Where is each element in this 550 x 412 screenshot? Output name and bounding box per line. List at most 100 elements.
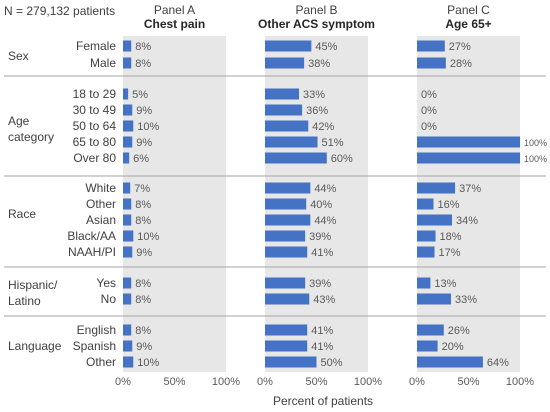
category-label: Spanish <box>73 339 116 353</box>
group-labels: Sex Age category Race Hispanic/Latino Languag… <box>8 49 62 353</box>
x-axis-label: Percent of patients <box>273 394 373 408</box>
data-label: 8% <box>135 215 151 227</box>
data-label: 45% <box>315 41 337 53</box>
bar <box>265 230 306 242</box>
x-tick-label: 0% <box>257 376 273 388</box>
data-label: 9% <box>136 137 152 149</box>
data-label: 9% <box>136 341 152 353</box>
bar <box>417 136 520 148</box>
data-label: 33% <box>303 89 325 101</box>
bar <box>123 57 132 69</box>
bar <box>123 230 134 242</box>
data-label: 28% <box>450 58 472 70</box>
bar <box>123 246 133 258</box>
data-label: 44% <box>314 215 336 227</box>
data-label: 40% <box>310 199 332 211</box>
data-label: 8% <box>135 41 151 53</box>
data-label: 9% <box>136 105 152 117</box>
bar <box>123 214 132 226</box>
bar <box>417 356 483 368</box>
bar <box>265 293 310 305</box>
panel-label: Panel A <box>154 3 195 17</box>
bar <box>265 198 307 210</box>
data-label: 8% <box>135 278 151 290</box>
data-label: 39% <box>309 231 331 243</box>
x-tick-label: 100% <box>354 376 382 388</box>
panel-title: Other ACS symptom <box>258 17 375 31</box>
bar <box>265 57 305 69</box>
data-label: 8% <box>135 294 151 306</box>
bar <box>417 182 456 194</box>
bar <box>123 182 131 194</box>
data-label: 44% <box>314 183 336 195</box>
data-label: 41% <box>311 325 333 337</box>
bar <box>123 198 132 210</box>
bar <box>265 356 317 368</box>
group-label-line: Race <box>8 207 36 221</box>
bar <box>123 152 130 164</box>
data-label: 41% <box>311 341 333 353</box>
data-label: 27% <box>449 41 471 53</box>
group-label-line: Sex <box>8 49 29 63</box>
x-tick-label: 0% <box>409 376 425 388</box>
bar <box>265 120 309 132</box>
bar <box>265 340 308 352</box>
category-labels: Female Male 18 to 29 30 to 49 50 to 64 65 to … <box>67 39 116 369</box>
bar <box>123 324 132 336</box>
bar <box>265 246 308 258</box>
data-label: 6% <box>133 153 149 165</box>
bar <box>123 136 133 148</box>
bar <box>265 88 299 100</box>
bar <box>123 88 129 100</box>
category-label: 50 to 64 <box>73 119 117 133</box>
group-label: Age category <box>8 114 54 144</box>
data-label: 0% <box>421 105 437 117</box>
x-tick-label: 100% <box>212 376 240 388</box>
data-label: 13% <box>434 278 456 290</box>
category-label: Other <box>86 355 116 369</box>
bar <box>417 246 435 258</box>
bar <box>265 214 311 226</box>
x-tick-label: 0% <box>115 376 131 388</box>
data-label: 5% <box>132 89 148 101</box>
category-label: Female <box>76 39 116 53</box>
category-label: No <box>101 292 117 306</box>
data-label: 18% <box>440 231 462 243</box>
data-label: 51% <box>322 137 344 149</box>
data-label: 0% <box>421 89 437 101</box>
category-label: Yes <box>96 276 116 290</box>
bar <box>417 40 445 52</box>
data-label: 10% <box>137 231 159 243</box>
data-label: 60% <box>331 153 353 165</box>
bar <box>417 57 446 69</box>
group-label: Sex <box>8 49 29 63</box>
data-label: 26% <box>448 325 470 337</box>
x-tick-label: 50% <box>457 376 479 388</box>
bar <box>123 277 132 289</box>
group-separators <box>4 75 546 317</box>
data-label: 17% <box>439 247 461 259</box>
bar <box>417 214 453 226</box>
bar <box>123 120 134 132</box>
data-label: 39% <box>309 278 331 290</box>
category-label: 18 to 29 <box>73 87 117 101</box>
data-label: 100% <box>524 138 547 148</box>
x-ticks: 0% 50% 100% 0% 50% 100% 0% 50% 100% <box>115 376 534 388</box>
bar <box>417 324 444 336</box>
data-label: 42% <box>312 121 334 133</box>
data-label: 100% <box>524 154 547 164</box>
data-label: 8% <box>135 199 151 211</box>
group-label: Race <box>8 207 36 221</box>
bar <box>417 277 431 289</box>
data-label: 10% <box>137 121 159 133</box>
group-label-line: category <box>8 130 54 144</box>
bar <box>265 182 311 194</box>
bar <box>417 293 451 305</box>
data-label: 34% <box>456 215 478 227</box>
data-label: 8% <box>135 325 151 337</box>
group-label: Language <box>8 339 62 353</box>
data-label: 10% <box>137 357 159 369</box>
